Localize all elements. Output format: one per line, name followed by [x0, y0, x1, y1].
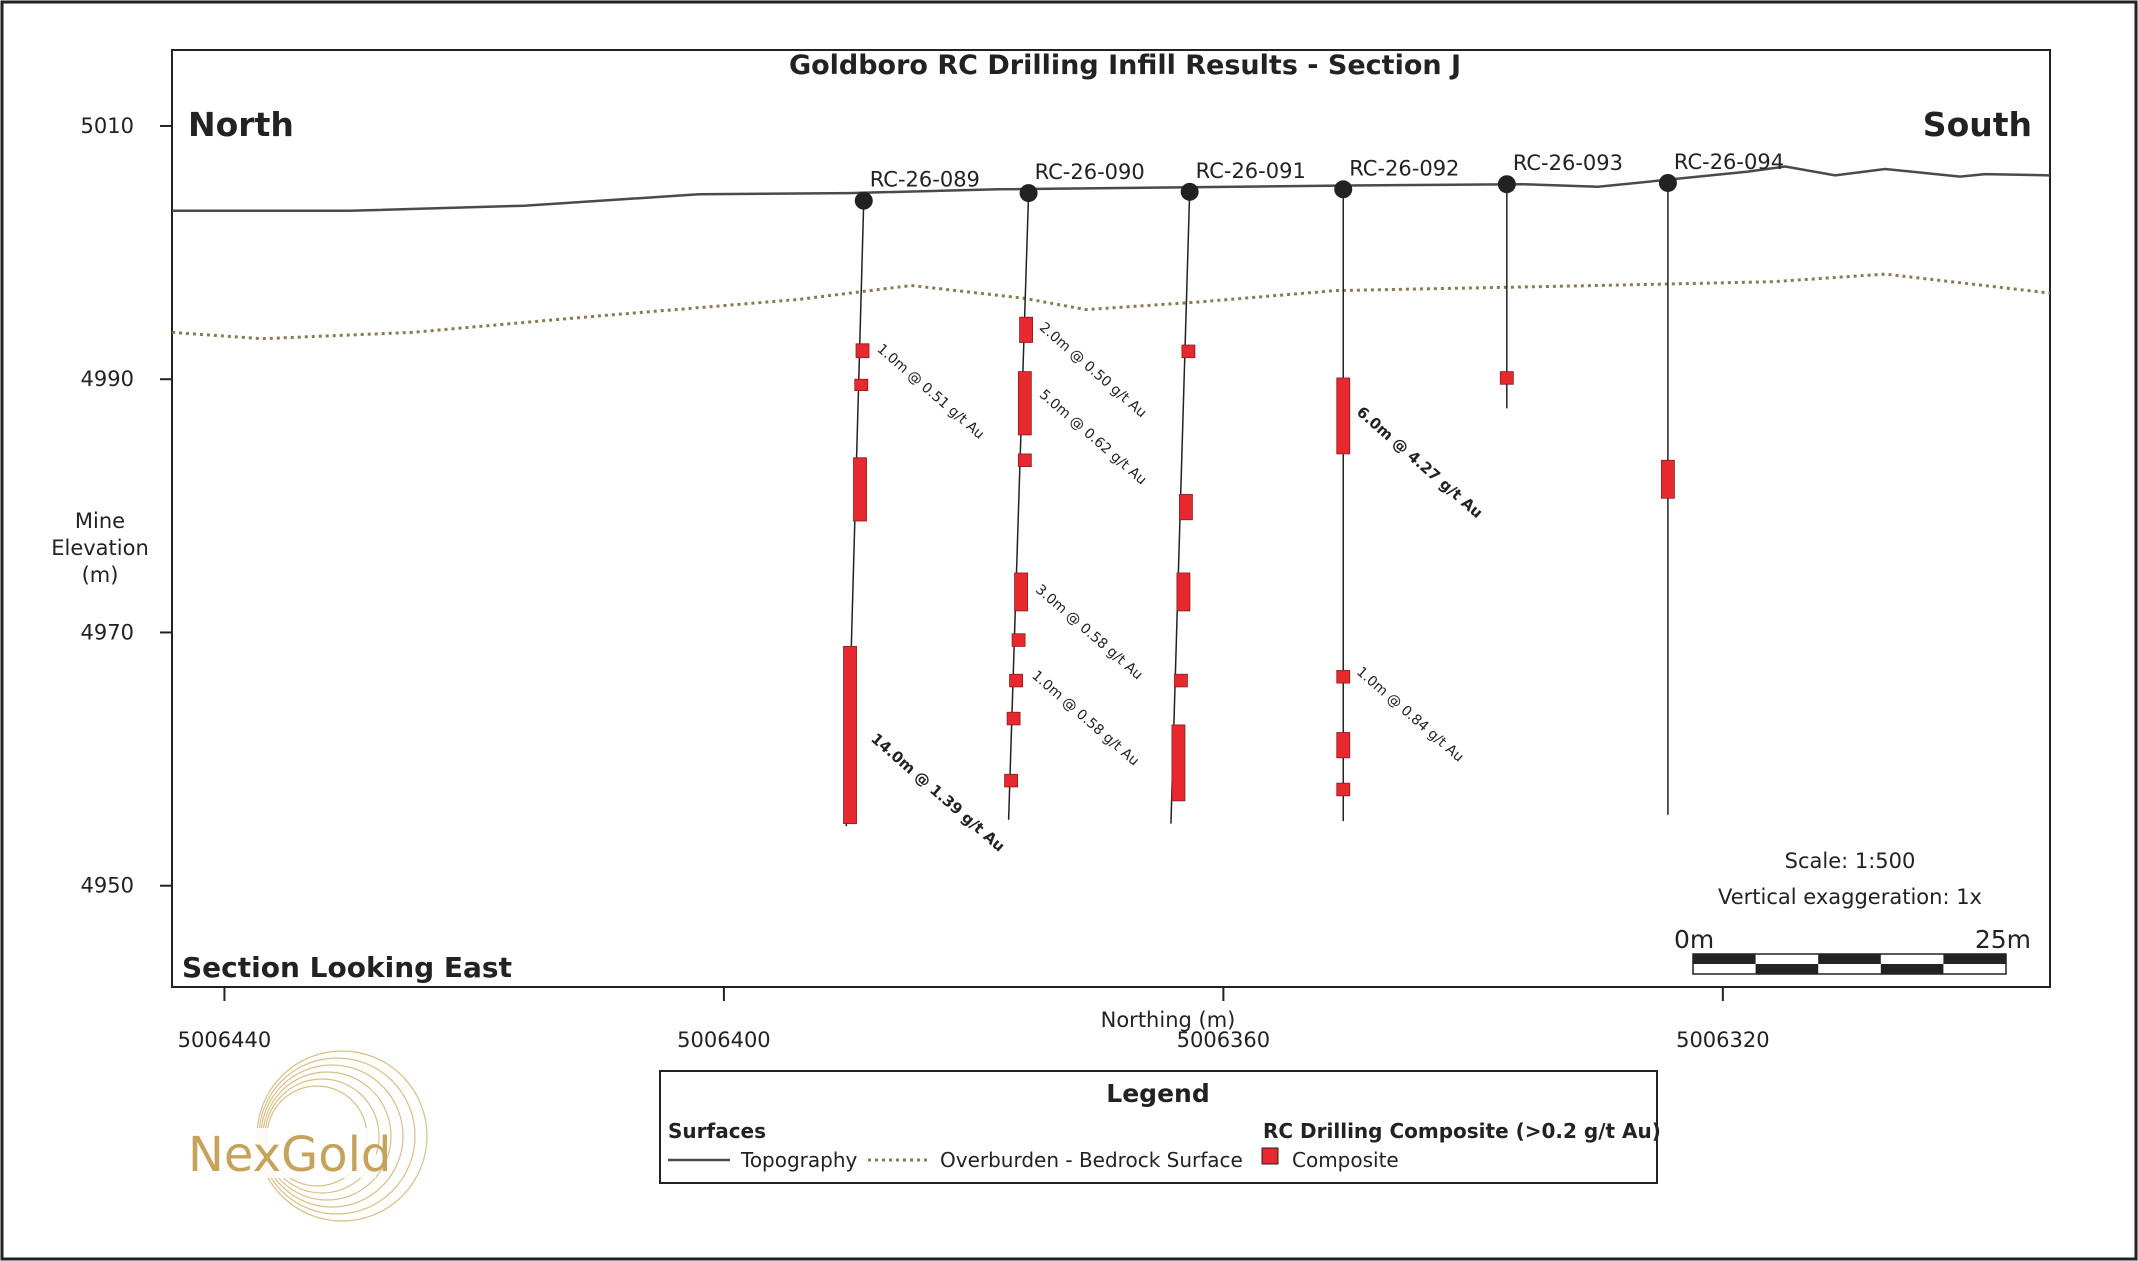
- view-label: Section Looking East: [182, 951, 512, 984]
- y-axis-label-line: Mine: [75, 509, 125, 533]
- scale-bar-segment: [1818, 954, 1881, 964]
- scale-bar-segment: [1693, 954, 1756, 964]
- drill-hole-label: RC-26-093: [1513, 151, 1623, 175]
- y-axis-label-line: Elevation: [51, 536, 149, 560]
- composites: [843, 316, 1675, 825]
- composite-interval: [1336, 670, 1351, 684]
- legend-box: [659, 1070, 1658, 1184]
- chart-title: Goldboro RC Drilling Infill Results - Se…: [789, 50, 1461, 81]
- drill-hole-collar: [1497, 175, 1516, 194]
- north-label: North: [188, 105, 294, 144]
- y-axis-label-line: (m): [82, 563, 119, 587]
- scale-bar-segment: [1880, 964, 1944, 974]
- drill-hole-collar: [1658, 173, 1677, 192]
- legend-composite-label: Composite: [1292, 1148, 1399, 1172]
- drill-hole-collar: [1180, 182, 1199, 201]
- drill-hole-label: RC-26-094: [1674, 150, 1784, 174]
- legend-bedrock-label: Overburden - Bedrock Surface: [940, 1148, 1243, 1172]
- composite-interval: [1176, 572, 1191, 612]
- composite-interval: [1336, 782, 1351, 797]
- composite-interval: [1179, 494, 1193, 521]
- composite-interval: [853, 457, 867, 522]
- legend-title: Legend: [1106, 1079, 1209, 1108]
- legend-topography-label: Topography: [740, 1148, 858, 1172]
- bedrock-surface-line: [171, 272, 2051, 341]
- composite-interval: [1174, 673, 1188, 688]
- drill-hole-label: RC-26-092: [1349, 156, 1459, 180]
- composite-interval: [854, 378, 869, 392]
- legend-composite-heading: RC Drilling Composite (>0.2 g/t Au): [1263, 1119, 1661, 1143]
- x-tick-label: 5006320: [1676, 1028, 1770, 1052]
- scale-block: Scale: 1:500 Vertical exaggeration: 1x 0…: [1674, 849, 2031, 975]
- scale-start-label: 0m: [1674, 925, 1714, 954]
- composite-interval: [1499, 371, 1514, 385]
- composite-interval: [1009, 673, 1024, 688]
- composite-interval: [1181, 344, 1196, 359]
- y-axis-ticks: 5010 4990 4970 4950: [81, 114, 172, 898]
- composite-interval: [1661, 459, 1675, 499]
- composite-interval: [1017, 371, 1032, 436]
- topography-line: [172, 165, 2051, 213]
- composite-interval: [1336, 377, 1351, 455]
- surfaces: [171, 165, 2051, 341]
- scale-bar: [1692, 953, 2007, 975]
- x-tick-label: 5006360: [1177, 1028, 1271, 1052]
- y-tick-label: 4990: [81, 367, 134, 391]
- composite-interval: [855, 343, 870, 359]
- x-axis-label: Northing (m): [1101, 1008, 1236, 1032]
- y-tick-label: 4970: [81, 620, 134, 644]
- legend-composite-swatch: [1261, 1147, 1279, 1165]
- logo-text: NexGold: [188, 1127, 391, 1183]
- nexgold-logo: NexGold: [186, 1050, 428, 1222]
- drill-hole-label: RC-26-091: [1196, 159, 1306, 183]
- composite-interval: [1014, 572, 1028, 612]
- composite-interval: [1006, 711, 1021, 726]
- south-label: South: [1923, 105, 2032, 144]
- exaggeration-text: Vertical exaggeration: 1x: [1718, 885, 1982, 909]
- y-tick-label: 4950: [81, 874, 134, 898]
- drill-hole-collar: [1334, 180, 1353, 199]
- y-axis-label: Mine Elevation (m): [51, 509, 149, 587]
- plot-frame: [171, 49, 2051, 988]
- composite-interval: [1019, 316, 1033, 343]
- composite-interval: [843, 645, 857, 825]
- x-tick-label: 5006400: [677, 1028, 771, 1052]
- composite-interval: [1011, 633, 1026, 647]
- scale-bar-segment: [1943, 954, 2006, 964]
- legend: Legend Surfaces Topography Overburden - …: [659, 1070, 1661, 1184]
- x-axis-ticks: 5006440 5006400 5006360 5006320: [178, 987, 1770, 1052]
- scale-end-label: 25m: [1975, 925, 2031, 954]
- drill-hole-label: RC-26-090: [1035, 160, 1145, 184]
- drill-hole-collar: [1019, 184, 1038, 203]
- drill-hole-label: RC-26-089: [870, 168, 980, 192]
- composite-interval: [1017, 453, 1032, 467]
- composite-interval: [1004, 773, 1019, 788]
- x-tick-label: 5006440: [178, 1028, 272, 1052]
- drill-hole-collar: [854, 191, 873, 210]
- composite-interval: [1336, 732, 1351, 759]
- drill-holes: RC-26-089 RC-26-090 RC-26-091 RC-26-092 RC-2…: [845, 150, 1784, 827]
- scale-bar-segment: [1755, 964, 1819, 974]
- legend-surfaces-heading: Surfaces: [668, 1119, 766, 1143]
- scale-text: Scale: 1:500: [1785, 849, 1916, 873]
- composite-interval: [1171, 724, 1186, 802]
- y-tick-label: 5010: [81, 114, 134, 138]
